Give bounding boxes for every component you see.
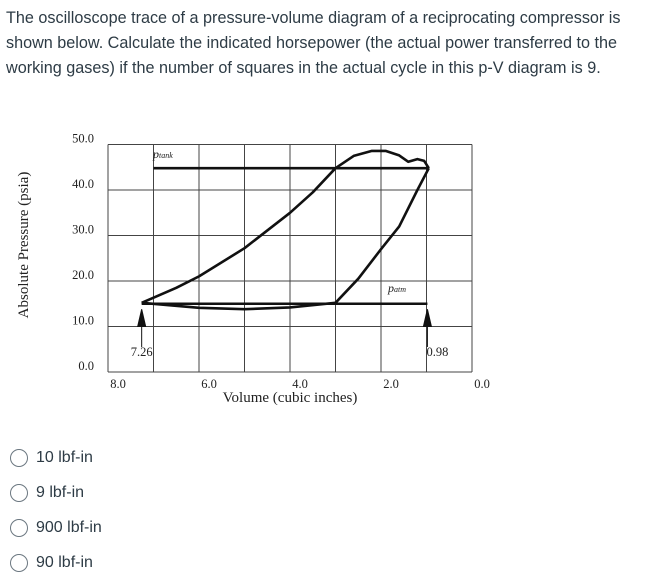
radio-button[interactable] [10, 553, 28, 572]
option-label: 900 lbf-in [36, 518, 102, 536]
option-label: 10 lbf-in [36, 448, 93, 466]
x-tick-label: 2.0 [383, 377, 399, 391]
re-expansion-curve [334, 167, 430, 304]
y-tick-label: 10.0 [72, 314, 94, 328]
x-tick-label: 4.0 [292, 377, 308, 391]
pv-diagram: Absolute Pressure (psia) Volume (cubic i… [16, 132, 490, 407]
y-tick-label: 20.0 [72, 268, 94, 282]
y-tick-label: 0.0 [78, 359, 94, 373]
option-label: 9 lbf-in [36, 483, 85, 501]
y-tick-label: 30.0 [72, 223, 94, 237]
discharge-overshoot-curve [334, 149, 430, 170]
y-axis-label: Absolute Pressure (psia) [16, 172, 32, 319]
p-atm-label: patm [387, 281, 406, 295]
right-arrow-icon-head [422, 309, 433, 327]
radio-button[interactable] [10, 518, 28, 537]
y-tick-label: 50.0 [72, 132, 94, 146]
x-axis-label: Volume (cubic inches) [223, 390, 358, 406]
left-arrow-icon-head [137, 309, 147, 327]
x-tick-label: 6.0 [201, 377, 217, 391]
y-tick-label: 40.0 [72, 177, 94, 191]
volume-7-26-label: 7.26 [131, 345, 153, 359]
intake-curve [141, 301, 336, 311]
x-tick-label: 0.0 [474, 377, 490, 391]
option-900-lbf-in[interactable]: 900 lbf-in [10, 510, 102, 545]
p-tank-label: ptank [152, 147, 173, 161]
radio-button[interactable] [10, 448, 28, 467]
question-text: The oscilloscope trace of a pressure-vol… [6, 9, 621, 77]
option-10-lbf-in[interactable]: 10 lbf-in [10, 440, 102, 475]
x-tick-label: 8.0 [110, 377, 126, 391]
option-90-lbf-in[interactable]: 90 lbf-in [10, 545, 102, 580]
volume-0-98-label: 0.98 [426, 345, 448, 359]
compression-curve [141, 167, 337, 304]
option-9-lbf-in[interactable]: 9 lbf-in [10, 475, 102, 510]
answer-options: 10 lbf-in 9 lbf-in 900 lbf-in 90 lbf-in [10, 440, 102, 580]
radio-button[interactable] [10, 483, 28, 502]
option-label: 90 lbf-in [36, 553, 93, 571]
